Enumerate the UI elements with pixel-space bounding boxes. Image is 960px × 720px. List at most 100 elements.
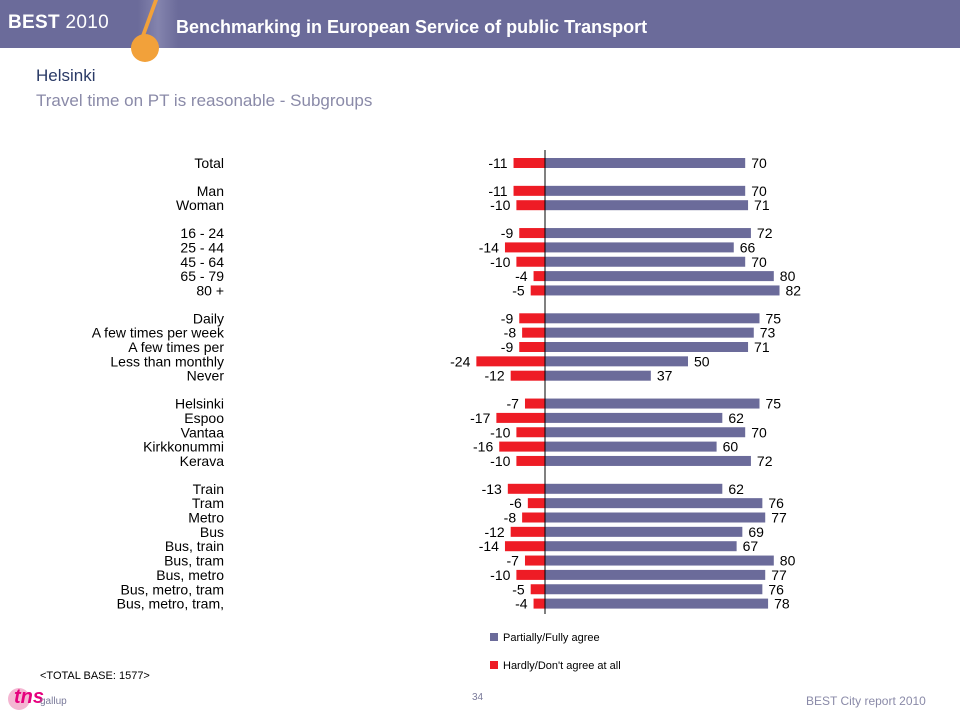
- page-subtitle: Travel time on PT is reasonable - Subgro…: [36, 91, 373, 110]
- bar-negative: [510, 526, 545, 537]
- positive-value-label: 80: [780, 268, 796, 284]
- bar-negative: [516, 427, 545, 438]
- bar-negative: [519, 313, 545, 324]
- bar-negative: [524, 398, 545, 409]
- bar-positive: [545, 242, 734, 253]
- positive-value-label: 69: [748, 524, 764, 540]
- positive-value-label: 75: [766, 396, 782, 412]
- positive-value-label: 77: [771, 567, 787, 583]
- positive-value-label: 76: [768, 495, 784, 511]
- bar-negative: [513, 158, 545, 168]
- bar-negative: [533, 598, 545, 609]
- positive-value-label: 76: [768, 581, 784, 597]
- negative-value-label: -10: [490, 254, 510, 270]
- bar-positive: [545, 271, 774, 282]
- banner-title: Benchmarking in European Service of publ…: [176, 17, 648, 37]
- bar-positive: [545, 327, 754, 338]
- positive-value-label: 75: [766, 310, 782, 326]
- negative-value-label: -4: [515, 596, 528, 612]
- logo-blob: [8, 688, 30, 710]
- legend-label: Hardly/Don't agree at all: [503, 660, 621, 672]
- row-label: Woman: [176, 197, 224, 213]
- bar-positive: [545, 584, 763, 595]
- positive-value-label: 66: [740, 239, 756, 255]
- negative-value-label: -16: [473, 439, 493, 455]
- bar-negative: [507, 483, 545, 494]
- row-label: Espoo: [184, 410, 224, 426]
- negative-value-label: -10: [490, 567, 510, 583]
- negative-value-label: -13: [482, 481, 502, 497]
- negative-value-label: -12: [484, 524, 504, 540]
- bar-positive: [545, 313, 760, 324]
- bar-positive: [545, 555, 774, 566]
- row-label: Man: [197, 183, 224, 199]
- header-banner: BEST 2010 Benchmarking in European Servi…: [0, 0, 960, 48]
- bar-positive: [545, 512, 766, 523]
- negative-value-label: -4: [515, 268, 528, 284]
- row-label: Never: [187, 368, 225, 384]
- negative-value-label: -14: [479, 239, 499, 255]
- row-label: 16 - 24: [180, 225, 224, 241]
- brand-logo: BEST 2010: [8, 12, 109, 34]
- bar-positive: [545, 185, 746, 196]
- bar-negative: [499, 441, 545, 452]
- bar-negative: [533, 271, 545, 282]
- row-label: Daily: [193, 310, 224, 326]
- positive-value-label: 62: [728, 410, 744, 426]
- bar-positive: [545, 541, 737, 552]
- logo-subtext: gallup: [40, 696, 67, 707]
- row-label: Bus, metro: [156, 567, 224, 583]
- negative-value-label: -24: [450, 353, 470, 369]
- negative-value-label: -6: [509, 495, 522, 511]
- row-label: 45 - 64: [180, 254, 224, 270]
- row-label: Helsinki: [175, 396, 224, 412]
- bar-positive: [545, 483, 723, 494]
- positive-value-label: 70: [751, 183, 767, 199]
- row-label: A few times per: [128, 339, 224, 355]
- bar-negative: [516, 256, 545, 267]
- positive-value-label: 72: [757, 225, 773, 241]
- bar-negative: [496, 412, 545, 423]
- bar-positive: [545, 256, 746, 267]
- row-label: Vantaa: [181, 424, 225, 440]
- bar-positive: [545, 228, 751, 239]
- row-label: Tram: [192, 495, 224, 511]
- bar-positive: [545, 370, 651, 381]
- bar-negative: [476, 356, 545, 367]
- bar-positive: [545, 427, 746, 438]
- row-label: Kerava: [180, 453, 225, 469]
- row-label: Metro: [188, 510, 224, 526]
- bar-positive: [545, 569, 766, 580]
- positive-value-label: 73: [760, 325, 776, 341]
- negative-value-label: -17: [470, 410, 490, 426]
- row-label: A few times per week: [92, 325, 225, 341]
- row-label: Kirkkonummi: [143, 439, 224, 455]
- report-name: BEST City report 2010: [806, 694, 926, 708]
- row-label: Bus, tram: [164, 553, 224, 569]
- bar-negative: [510, 370, 545, 381]
- bar-positive: [545, 356, 688, 367]
- positive-value-label: 67: [743, 538, 759, 554]
- negative-value-label: -7: [507, 396, 520, 412]
- bar-negative: [516, 200, 545, 211]
- page-title: Helsinki: [36, 66, 96, 85]
- negative-value-label: -10: [490, 197, 510, 213]
- negative-value-label: -12: [484, 368, 504, 384]
- bar-negative: [530, 285, 545, 296]
- bar-negative: [527, 498, 545, 509]
- bar-positive: [545, 412, 723, 423]
- positive-value-label: 82: [786, 282, 802, 298]
- positive-value-label: 72: [757, 453, 773, 469]
- positive-value-label: 77: [771, 510, 787, 526]
- brand-name: BEST: [8, 12, 60, 33]
- row-label: 65 - 79: [180, 268, 224, 284]
- tns-gallup-logo: tns gallup: [8, 684, 78, 714]
- bar-positive: [545, 526, 743, 537]
- negative-value-label: -11: [488, 155, 507, 171]
- row-label: Bus, metro, tram,: [117, 596, 224, 612]
- row-label: Train: [193, 481, 224, 497]
- negative-value-label: -10: [490, 453, 510, 469]
- row-label: Less than monthly: [110, 353, 224, 369]
- bar-negative: [530, 584, 545, 595]
- positive-value-label: 70: [751, 424, 767, 440]
